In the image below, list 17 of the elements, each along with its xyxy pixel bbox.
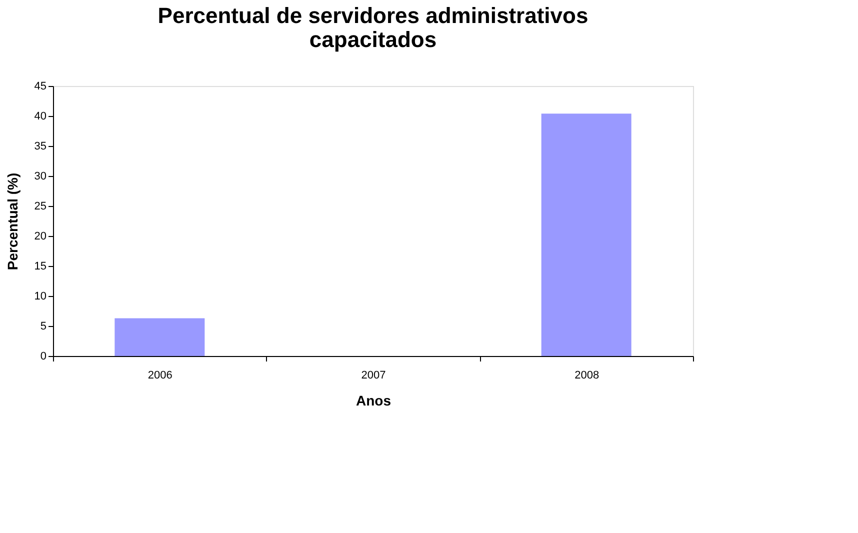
- y-tick-label: 30: [34, 170, 46, 182]
- y-tick-label: 25: [34, 200, 46, 212]
- x-tick-label: 2008: [574, 370, 600, 382]
- x-tick-label: 2006: [148, 370, 172, 382]
- text: capacitados: [309, 27, 437, 52]
- x-axis-title: Anos: [356, 392, 392, 408]
- y-axis-title: Percentual (%): [4, 172, 20, 270]
- y-tick-label: 0: [40, 350, 46, 362]
- y-tick-label: 35: [34, 140, 46, 152]
- y-tick-label: 40: [34, 110, 46, 122]
- y-tick-label: 5: [40, 320, 46, 332]
- y-tick-label: 10: [34, 290, 46, 302]
- x-tick-label: 2007: [361, 370, 386, 382]
- y-tick-label: 45: [34, 80, 46, 92]
- y-tick-label: 15: [34, 260, 46, 272]
- y-tick-label: 20: [34, 230, 46, 242]
- text: Percentual de servidores administrativos: [158, 3, 588, 28]
